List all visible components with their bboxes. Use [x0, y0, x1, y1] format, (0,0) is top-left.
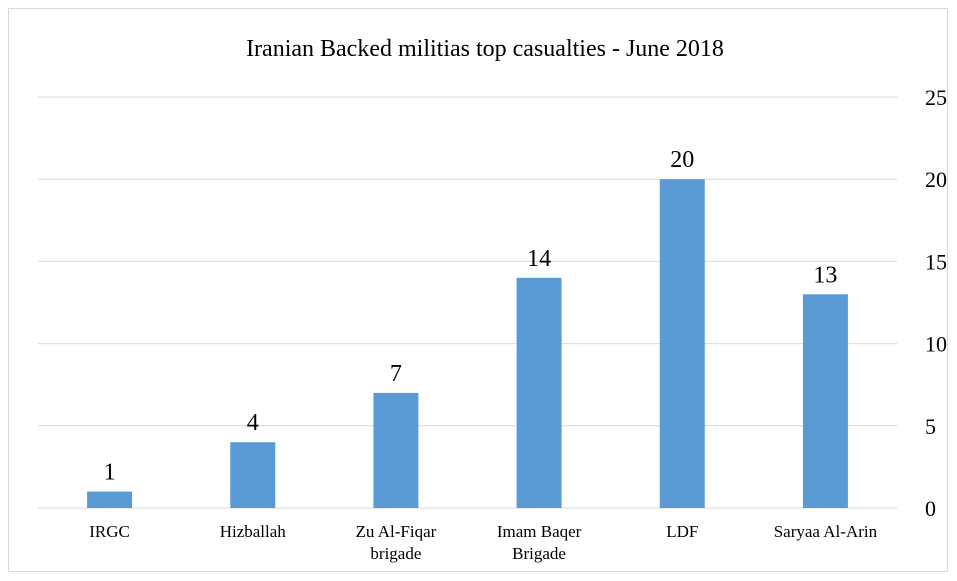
y-tick-label: 25	[925, 85, 947, 110]
x-tick-label: brigade	[370, 544, 421, 563]
bar	[373, 392, 419, 508]
y-tick-label: 0	[925, 496, 936, 521]
chart-frame	[8, 8, 948, 572]
data-label: 1	[104, 460, 116, 486]
chart-title: Iranian Backed militias top casualties -…	[246, 36, 724, 62]
x-tick-label: LDF	[666, 522, 698, 541]
x-tick-label: Hizballah	[220, 522, 287, 541]
y-axis-ticks: 0 5 10 15 20 25	[925, 85, 947, 521]
data-label: 14	[527, 246, 551, 272]
data-label: 4	[247, 410, 259, 436]
data-label: 13	[813, 262, 837, 288]
bar	[659, 179, 705, 508]
data-label: 20	[670, 147, 694, 173]
x-tick-label: Brigade	[512, 544, 566, 563]
data-label: 7	[390, 361, 402, 387]
x-tick-label: Imam Baqer	[497, 522, 582, 541]
bar	[87, 491, 133, 508]
y-tick-label: 15	[925, 249, 947, 274]
bar	[802, 294, 848, 508]
x-tick-label: IRGC	[89, 522, 130, 541]
y-tick-label: 10	[925, 332, 947, 357]
x-axis-categories: IRGC Hizballah Zu Al-Fiqar brigade Imam Baqe…	[89, 522, 877, 563]
bar	[516, 277, 562, 508]
x-tick-label: Saryaa Al-Arin	[774, 522, 878, 541]
bar	[230, 442, 276, 508]
x-tick-label: Zu Al-Fiqar	[356, 522, 437, 541]
y-tick-label: 5	[925, 414, 936, 439]
gridlines	[38, 96, 897, 509]
y-tick-label: 20	[925, 167, 947, 192]
bars	[87, 179, 848, 508]
